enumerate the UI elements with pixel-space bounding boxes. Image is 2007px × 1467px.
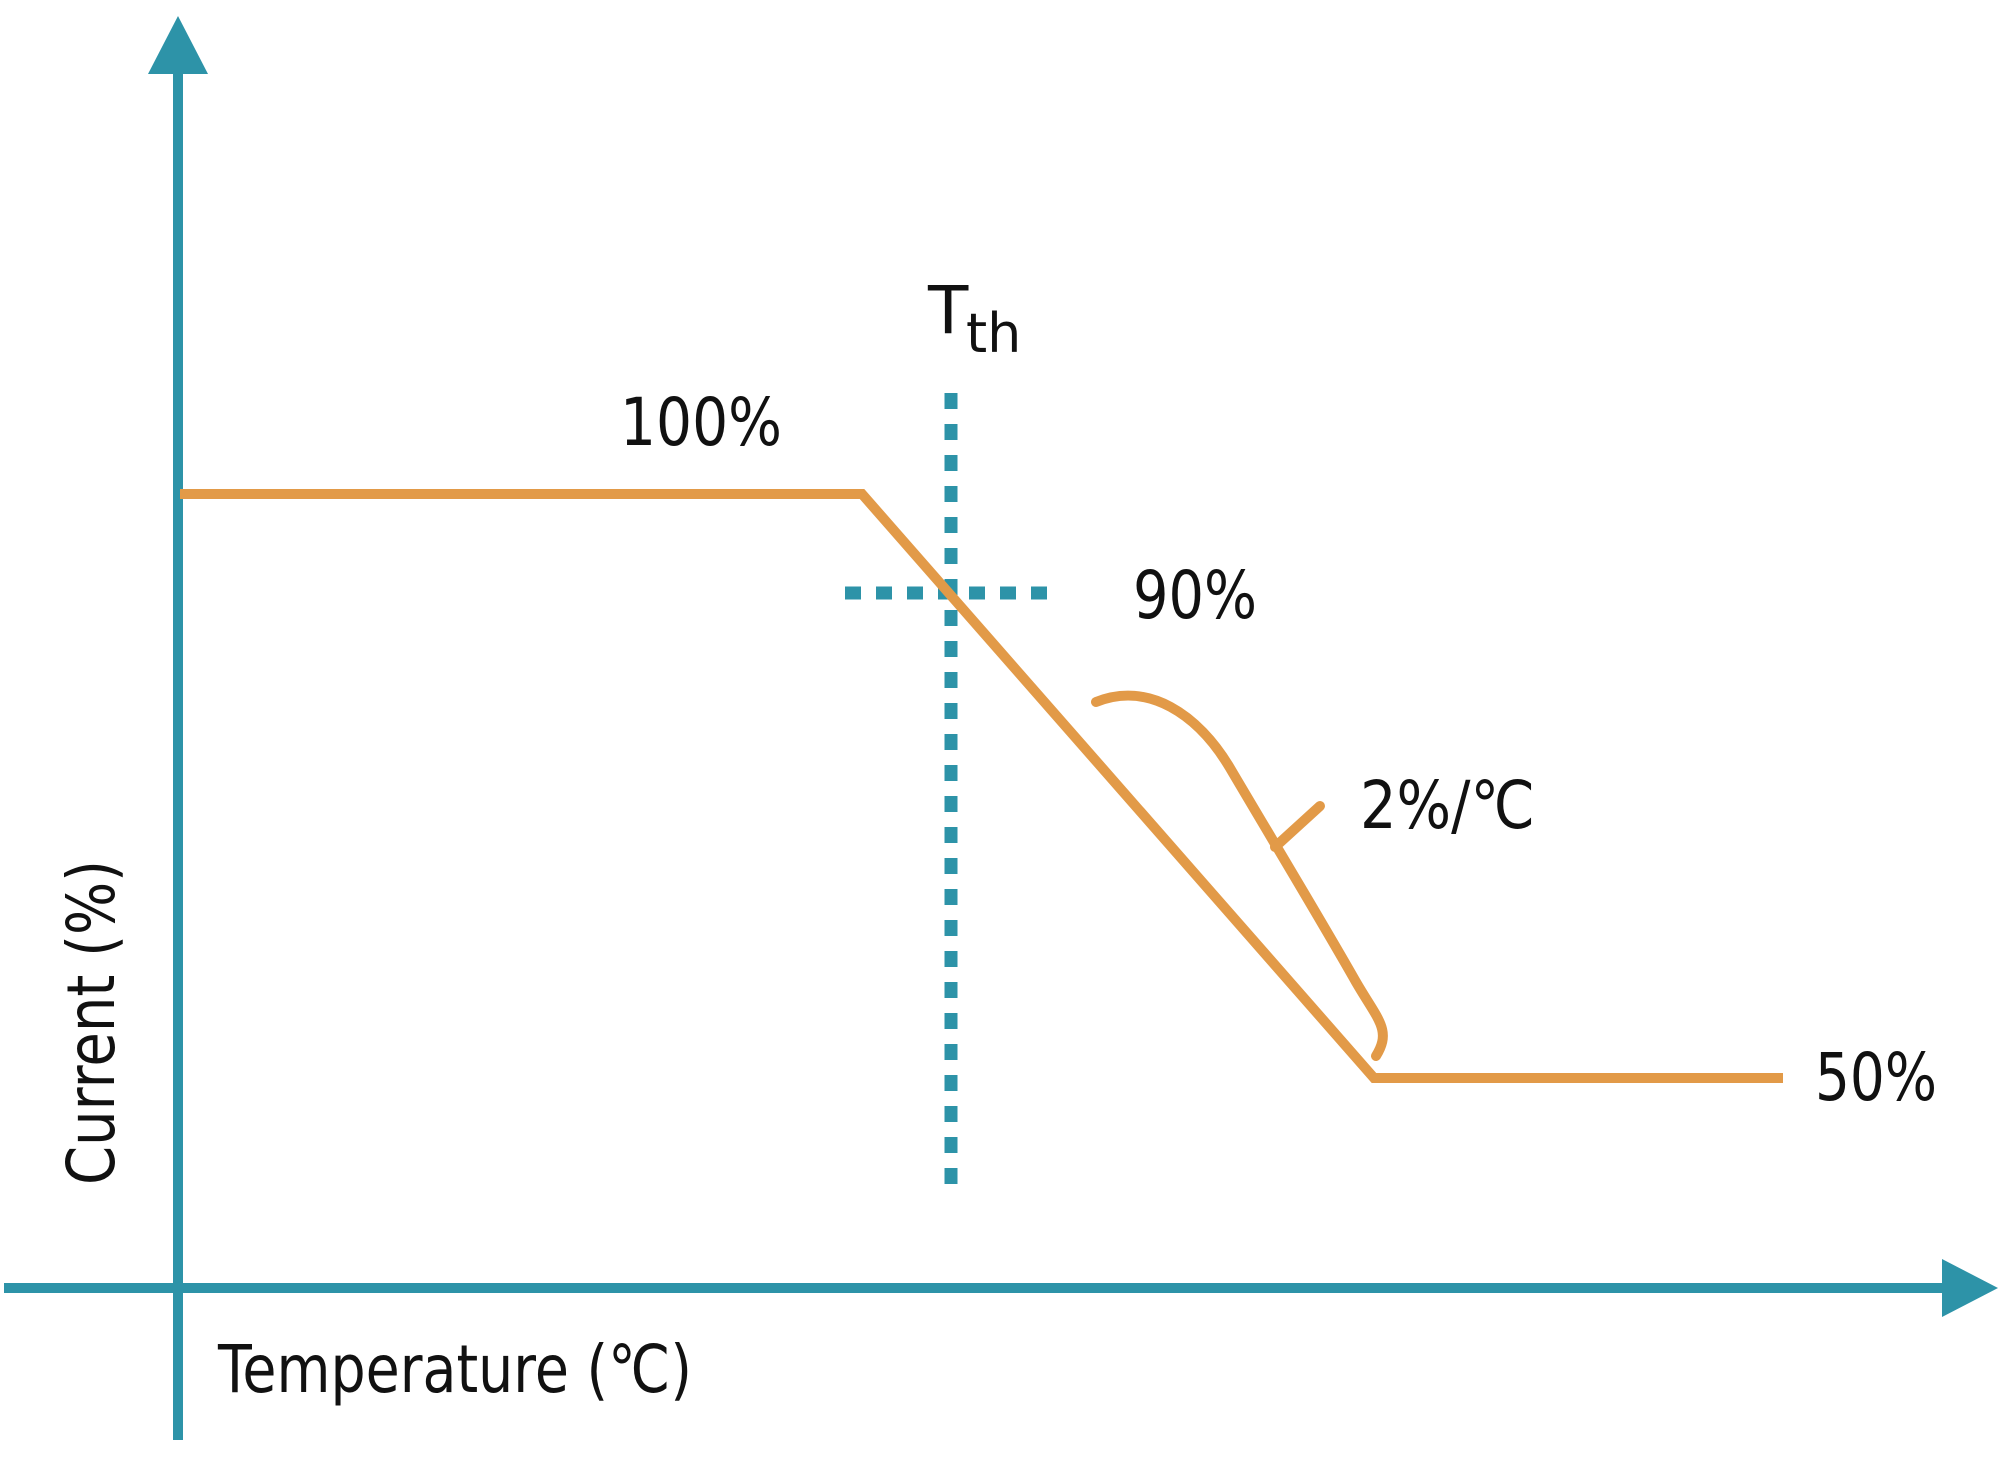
x-axis-arrow-icon <box>1942 1259 1998 1317</box>
label-threshold-subscript: th <box>966 302 1021 365</box>
x-axis-title: Temperature (℃) <box>217 1331 692 1408</box>
derating-curve <box>180 489 1783 1083</box>
y-axis-arrow-icon <box>148 16 208 74</box>
label-90-percent: 90% <box>1133 557 1257 634</box>
slope-brace <box>1091 690 1388 1061</box>
y-axis-title: Current (%) <box>53 860 130 1185</box>
label-50-percent: 50% <box>1815 1039 1937 1116</box>
label-threshold-temperature: T <box>927 272 969 349</box>
slope-brace-tick <box>1270 801 1325 852</box>
label-slope-2-percent-per-degree: 2%/℃ <box>1360 767 1535 844</box>
label-100-percent: 100% <box>620 384 782 461</box>
